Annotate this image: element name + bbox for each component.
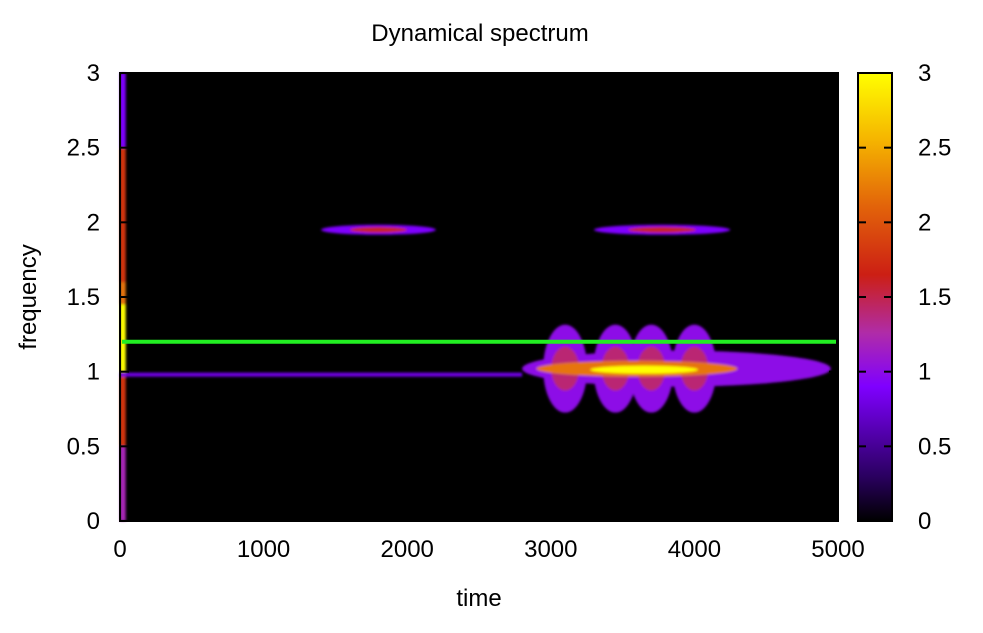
heatmap-cell <box>120 304 126 372</box>
heatmap-cell <box>349 226 408 233</box>
colorbar-tick-label: 2 <box>918 209 931 236</box>
heatmap-cell <box>120 446 126 521</box>
colorbar-tick-label: 3 <box>918 60 931 87</box>
heatmap-cell <box>120 372 523 377</box>
colorbar-ticks: 0 0.5 1 1.5 2 2.5 3 <box>858 60 951 535</box>
heatmap-cell <box>120 282 126 305</box>
x-tick-label: 1000 <box>237 536 290 563</box>
x-tick-label: 5000 <box>811 536 864 563</box>
y-tick-label: 0.5 <box>67 433 100 460</box>
x-tick-label: 0 <box>113 536 126 563</box>
heatmap-cell <box>120 371 126 447</box>
y-tick-label: 3 <box>87 60 100 87</box>
y-tick-label: 1.5 <box>67 284 100 311</box>
chart-title: Dynamical spectrum <box>371 20 588 47</box>
colorbar-tick-label: 2.5 <box>918 135 951 162</box>
plot-area <box>120 73 838 521</box>
heatmap-cell <box>627 226 697 233</box>
y-axis-label: frequency <box>15 244 42 349</box>
y-tick-label: 0 <box>87 508 100 535</box>
heatmap-cell <box>590 365 698 374</box>
y-tick-label: 1 <box>87 359 100 386</box>
heatmap-cell <box>120 73 126 148</box>
x-tick-label: 3000 <box>524 536 577 563</box>
y-tick-label: 2 <box>87 209 100 236</box>
colorbar-tick-label: 0.5 <box>918 433 951 460</box>
heatmap-layer <box>120 73 831 521</box>
colorbar-tick-label: 0 <box>918 508 931 535</box>
x-tick-label: 2000 <box>381 536 434 563</box>
x-axis-label: time <box>456 585 501 612</box>
y-axis-ticks: 0 0.5 1 1.5 2 2.5 3 <box>67 60 838 535</box>
colorbar-tick-label: 1 <box>918 359 931 386</box>
colorbar-tick-label: 1.5 <box>918 284 951 311</box>
x-axis-ticks: 0 1000 2000 3000 4000 5000 <box>113 73 865 563</box>
x-tick-label: 4000 <box>668 536 721 563</box>
heatmap-cell <box>120 147 126 283</box>
y-tick-label: 2.5 <box>67 135 100 162</box>
